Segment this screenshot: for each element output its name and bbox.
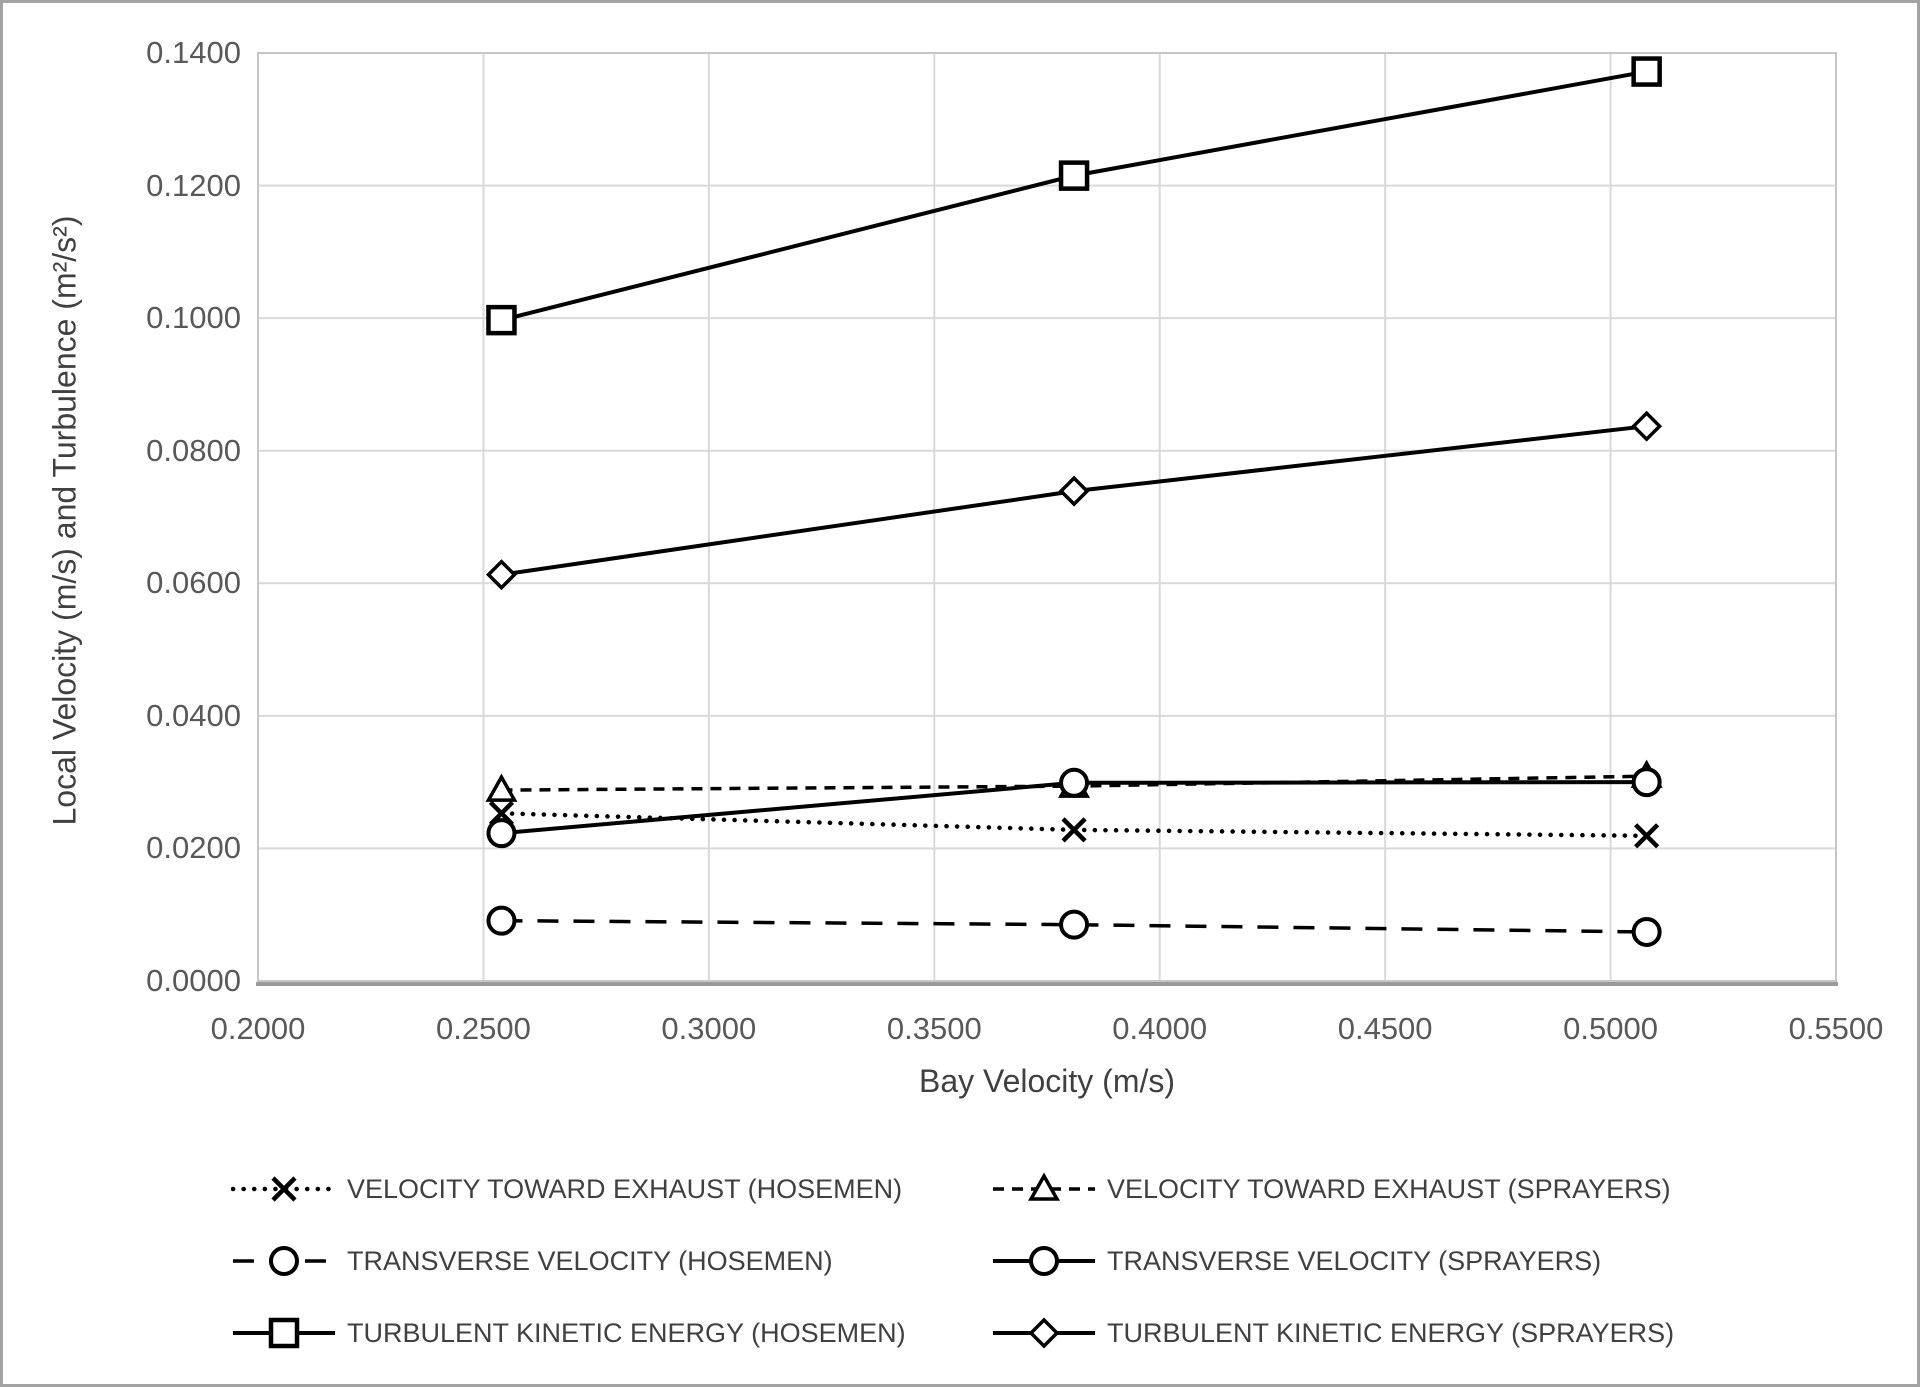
chart-legend: VELOCITY TOWARD EXHAUST (HOSEMEN) VELOCIT… [231, 1171, 1674, 1351]
legend-item: TURBULENT KINETIC ENERGY (HOSEMEN) [231, 1315, 991, 1351]
legend-label: TRANSVERSE VELOCITY (SPRAYERS) [1107, 1245, 1602, 1276]
x-tick-label: 0.5500 [1788, 1011, 1884, 1046]
y-tick-label: 0.0800 [146, 432, 241, 468]
x-tick-label: 0.3500 [886, 1011, 982, 1046]
legend-marker-diamond [993, 1317, 1095, 1349]
legend-item: TRANSVERSE VELOCITY (SPRAYERS) [991, 1243, 1674, 1279]
x-axis-title: Bay Velocity (m/s) [918, 1063, 1176, 1099]
legend-marker-circle [993, 1246, 1095, 1276]
y-axis-title: Local Velocity (m/s) and Turbulence (m²/… [46, 215, 83, 826]
legend-item: VELOCITY TOWARD EXHAUST (HOSEMEN) [231, 1171, 991, 1207]
legend-marker-circle [233, 1246, 335, 1276]
legend-item: VELOCITY TOWARD EXHAUST (SPRAYERS) [991, 1171, 1674, 1207]
y-tick-label: 0.1200 [146, 167, 241, 203]
x-tick-label: 0.4500 [1337, 1011, 1433, 1046]
y-tick-label: 0.0400 [146, 697, 241, 733]
x-tick-label: 0.2500 [436, 1011, 531, 1046]
plot-area [256, 52, 1838, 986]
legend-label: TRANSVERSE VELOCITY (HOSEMEN) [347, 1245, 833, 1276]
legend-item: TURBULENT KINETIC ENERGY (SPRAYERS) [991, 1315, 1674, 1351]
y-tick-label: 0.1000 [146, 300, 241, 336]
y-tick-label: 0.0000 [146, 963, 241, 998]
y-tick-label: 0.0200 [146, 830, 241, 866]
y-tick-label: 0.0600 [146, 565, 241, 601]
legend-label: TURBULENT KINETIC ENERGY (HOSEMEN) [347, 1317, 906, 1348]
legend-marker-triangle [993, 1172, 1095, 1201]
x-tick-label: 0.3000 [661, 1011, 757, 1046]
legend-label: VELOCITY TOWARD EXHAUST (SPRAYERS) [1107, 1173, 1671, 1204]
legend-label: VELOCITY TOWARD EXHAUST (HOSEMEN) [347, 1173, 903, 1204]
legend-marker-x [231, 1176, 337, 1202]
x-tick-label: 0.5000 [1563, 1011, 1658, 1046]
x-tick-label: 0.4000 [1112, 1011, 1208, 1046]
y-tick-label: 0.1400 [146, 35, 241, 70]
x-tick-label: 0.2000 [210, 1011, 306, 1046]
legend-item: TRANSVERSE VELOCITY (HOSEMEN) [231, 1243, 991, 1279]
legend-marker-square [233, 1317, 335, 1349]
legend-label: TURBULENT KINETIC ENERGY (SPRAYERS) [1107, 1317, 1675, 1348]
